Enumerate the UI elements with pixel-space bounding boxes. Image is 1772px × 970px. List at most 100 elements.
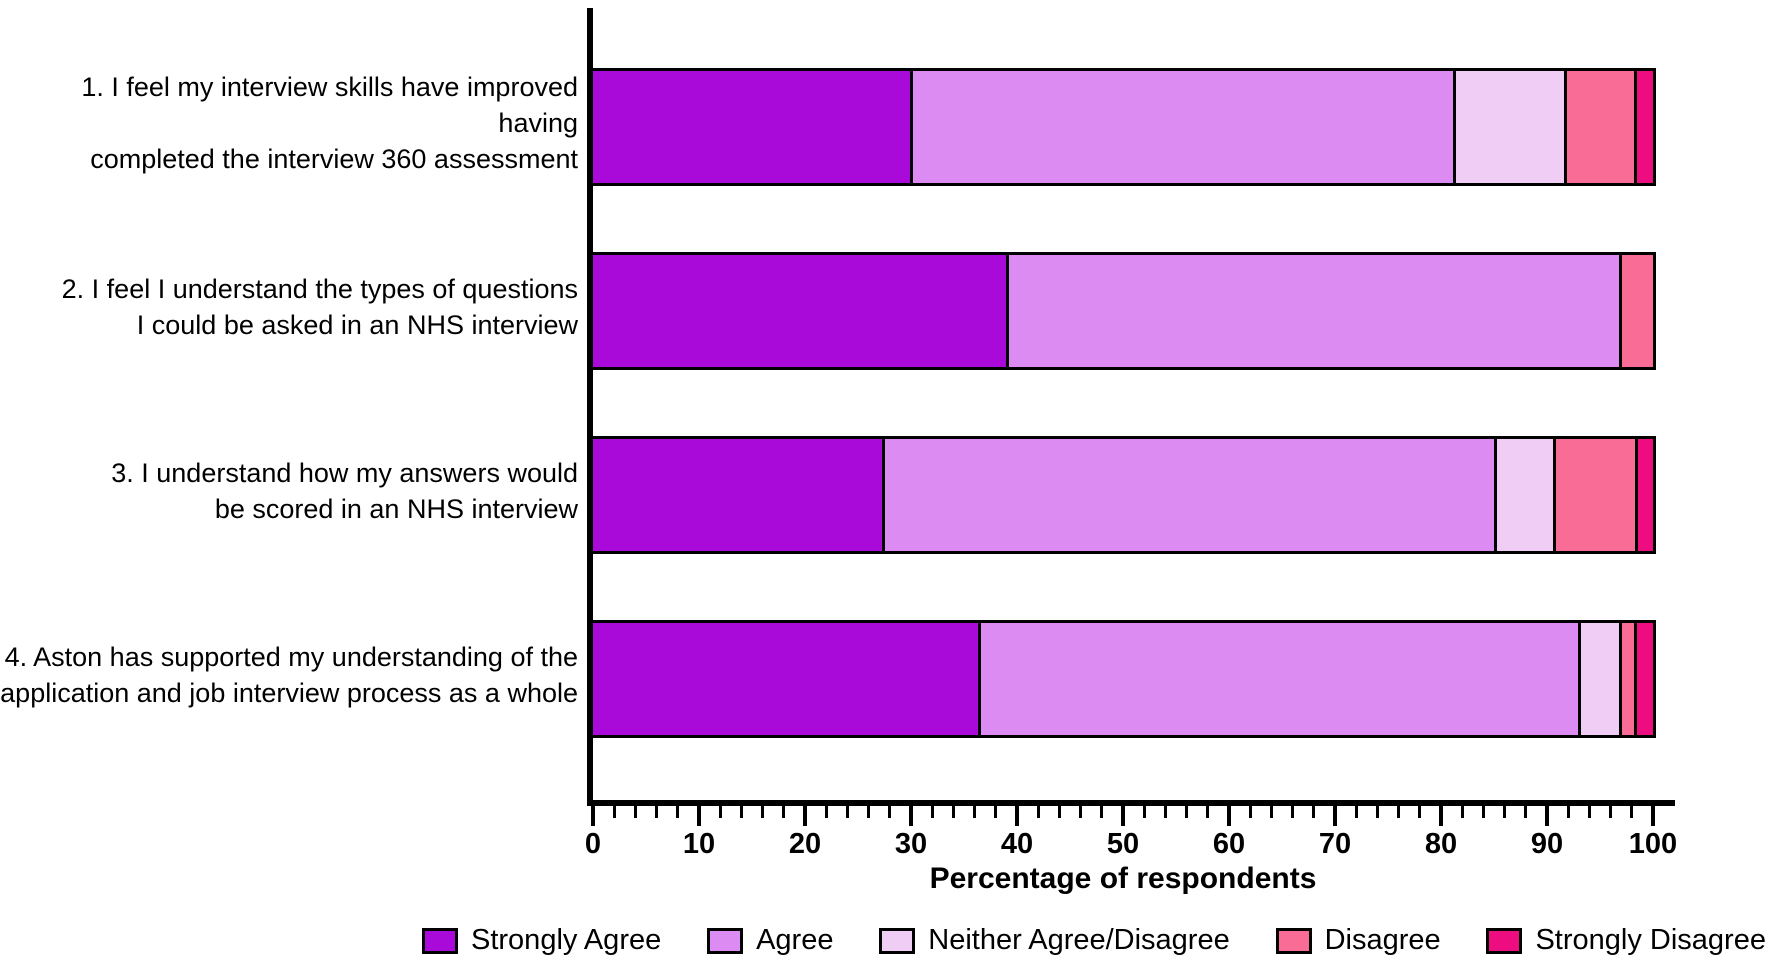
x-axis-minor-tick <box>930 806 934 818</box>
x-axis-minor-tick <box>888 806 892 818</box>
legend-item-strongly-agree: Strongly Agree <box>422 924 661 957</box>
x-axis-minor-tick <box>1460 806 1464 818</box>
bar-3-segment-disagree <box>1552 436 1642 554</box>
legend-label: Strongly Disagree <box>1535 924 1766 956</box>
x-axis-minor-tick <box>845 806 849 818</box>
x-axis-major-tick <box>803 806 807 826</box>
x-axis-tick-label: 60 <box>1212 828 1246 860</box>
x-axis-minor-tick <box>1503 806 1507 818</box>
legend-swatch-neither-agree-disagree <box>879 927 916 954</box>
x-axis-minor-tick <box>1630 806 1634 818</box>
x-axis-tick-label: 30 <box>894 828 928 860</box>
category-label-line: completed the interview 360 assessment <box>90 144 578 174</box>
legend-swatch-strongly-disagree <box>1486 927 1523 954</box>
category-label-3: 3. I understand how my answers would be s… <box>0 432 578 550</box>
x-axis-minor-tick <box>1312 806 1316 818</box>
x-axis-minor-tick <box>1354 806 1358 818</box>
category-label-line: 3. I understand how my answers would <box>111 458 578 488</box>
x-axis-minor-tick <box>655 806 659 818</box>
x-axis-title: Percentage of respondents <box>929 862 1317 895</box>
x-axis-minor-tick <box>994 806 998 818</box>
x-axis-tick-label: 40 <box>1000 828 1034 860</box>
category-label-line: application and job interview process as… <box>0 678 578 708</box>
x-axis-line <box>587 800 1675 806</box>
bar-3-segment-agree <box>881 436 1501 554</box>
bar-4-segment-neither-agree-disagree <box>1577 620 1626 738</box>
x-axis-minor-tick <box>676 806 680 818</box>
legend-label: Neither Agree/Disagree <box>928 924 1230 956</box>
category-label-line: 4. Aston has supported my understanding … <box>4 642 578 672</box>
x-axis-major-tick <box>1015 806 1019 826</box>
bar-3-segment-neither-agree-disagree <box>1494 436 1559 554</box>
x-axis-minor-tick <box>1206 806 1210 818</box>
x-axis-tick-label: 70 <box>1318 828 1352 860</box>
x-axis-minor-tick <box>782 806 786 818</box>
x-axis-tick-label: 10 <box>682 828 716 860</box>
x-axis-minor-tick <box>1481 806 1485 818</box>
x-axis-major-tick <box>1439 806 1443 826</box>
x-axis-minor-tick <box>1566 806 1570 818</box>
legend-item-strongly-disagree: Strongly Disagree <box>1486 924 1766 957</box>
x-axis-tick-label: 90 <box>1530 828 1564 860</box>
legend-item-disagree: Disagree <box>1275 924 1441 957</box>
category-label-line: 1. I feel my interview skills have impro… <box>81 72 578 138</box>
x-axis-major-tick <box>1545 806 1549 826</box>
x-axis-major-tick <box>1121 806 1125 826</box>
x-axis-tick-label: 0 <box>584 828 602 860</box>
category-label-line: be scored in an NHS interview <box>214 494 578 524</box>
x-axis-minor-tick <box>1057 806 1061 818</box>
x-axis-minor-tick <box>1418 806 1422 818</box>
legend-item-agree: Agree <box>707 924 833 957</box>
legend: Strongly Agree Agree Neither Agree/Disagre… <box>422 924 1766 957</box>
x-axis-tick-label: 50 <box>1106 828 1140 860</box>
x-axis-minor-tick <box>739 806 743 818</box>
legend-label: Strongly Agree <box>471 924 662 956</box>
bar-3-segment-strongly-agree <box>590 436 888 554</box>
bar-1-segment-disagree <box>1564 68 1641 186</box>
x-axis-major-tick <box>591 806 595 826</box>
bar-2-segment-agree <box>1005 252 1626 370</box>
x-axis-tick-label: 100 <box>1628 828 1678 860</box>
x-axis-tick-label: 20 <box>788 828 822 860</box>
x-axis-minor-tick <box>1185 806 1189 818</box>
x-axis-minor-tick <box>951 806 955 818</box>
x-axis-minor-tick <box>1079 806 1083 818</box>
bar-2-segment-disagree <box>1619 252 1656 370</box>
legend-swatch-agree <box>707 927 744 954</box>
x-axis-minor-tick <box>824 806 828 818</box>
bar-1-segment-strongly-disagree <box>1634 68 1656 186</box>
bar-1-segment-neither-agree-disagree <box>1452 68 1571 186</box>
x-axis-minor-tick <box>1375 806 1379 818</box>
bar-4-segment-strongly-agree <box>590 620 984 738</box>
category-label-line: I could be asked in an NHS interview <box>136 310 578 340</box>
legend-item-neither-agree-disagree: Neither Agree/Disagree <box>879 924 1230 957</box>
x-axis-minor-tick <box>1269 806 1273 818</box>
x-axis-minor-tick <box>1163 806 1167 818</box>
x-axis-major-tick <box>697 806 701 826</box>
category-label-line: 2. I feel I understand the types of ques… <box>61 274 578 304</box>
x-axis-minor-tick <box>1524 806 1528 818</box>
y-axis-line <box>587 8 593 806</box>
x-axis-major-tick <box>1651 806 1655 826</box>
x-axis-minor-tick <box>1248 806 1252 818</box>
bar-1-segment-strongly-agree <box>590 68 917 186</box>
category-label-2: 2. I feel I understand the types of ques… <box>0 248 578 366</box>
category-label-4: 4. Aston has supported my understanding … <box>0 616 578 734</box>
bar-2-segment-strongly-agree <box>590 252 1012 370</box>
category-label-1: 1. I feel my interview skills have impro… <box>0 64 578 182</box>
x-axis-minor-tick <box>1291 806 1295 818</box>
legend-swatch-strongly-agree <box>422 927 458 954</box>
x-axis-minor-tick <box>1036 806 1040 818</box>
bar-4-segment-strongly-disagree <box>1634 620 1656 738</box>
x-axis-minor-tick <box>1609 806 1613 818</box>
x-axis-major-tick <box>909 806 913 826</box>
x-axis-minor-tick <box>1142 806 1146 818</box>
x-axis-major-tick <box>1333 806 1337 826</box>
x-axis-minor-tick <box>973 806 977 818</box>
x-axis-minor-tick <box>612 806 616 818</box>
legend-label: Disagree <box>1324 924 1441 956</box>
x-axis-minor-tick <box>1587 806 1591 818</box>
x-axis-minor-tick <box>1397 806 1401 818</box>
x-axis-minor-tick <box>761 806 765 818</box>
